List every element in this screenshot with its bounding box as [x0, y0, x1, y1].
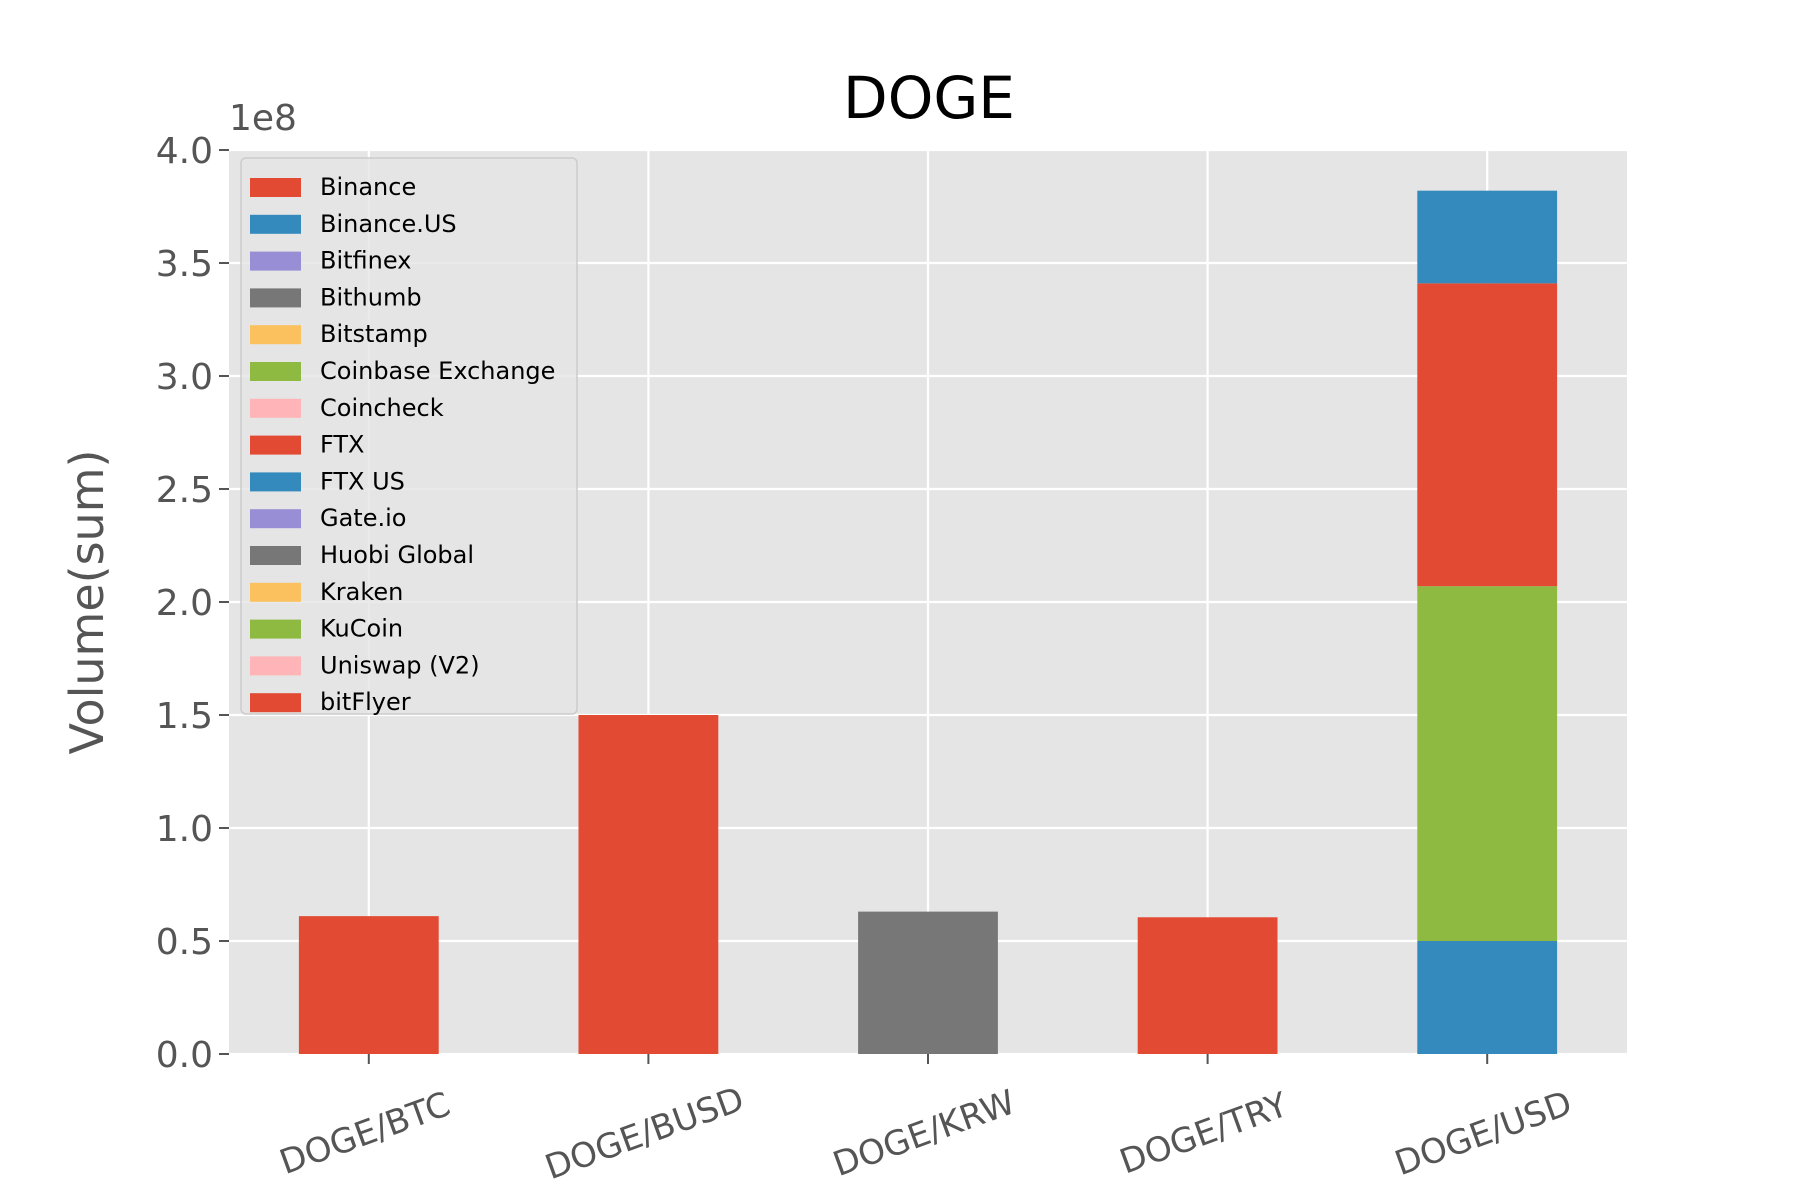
x-tick-label: DOGE/KRW — [828, 1082, 1021, 1185]
x-tick-label: DOGE/USD — [1390, 1083, 1577, 1184]
legend-swatch — [250, 472, 301, 492]
bar-bithumb-doge-krw — [858, 911, 998, 1054]
legend-swatch — [250, 288, 301, 308]
legend-label: Gate.io — [320, 504, 406, 532]
legend-label: FTX US — [320, 467, 405, 495]
x-axis: DOGE/BTC DOGE/BUSD DOGE/KRW DOGE/TRY DOGE/US… — [275, 1054, 1577, 1188]
legend: Binance Binance.US Bitfinex Bithumb Bitstamp… — [240, 157, 578, 716]
y-axis: 0.0 0.5 1.0 1.5 2.0 2.5 3.0 3.5 4.0 — [156, 131, 229, 1076]
legend-item: Kraken — [250, 578, 403, 606]
legend-item: FTX US — [250, 467, 405, 495]
legend-label: Huobi Global — [320, 541, 474, 569]
legend-label: Kraken — [320, 578, 403, 606]
y-tick-label: 2.5 — [156, 470, 213, 511]
chart-title: DOGE — [843, 64, 1015, 132]
bar-binance-doge-busd — [578, 715, 719, 1054]
legend-swatch — [250, 693, 301, 713]
legend-swatch — [250, 546, 301, 565]
bar-ftx-doge-usd — [1417, 283, 1558, 587]
x-tick-label: DOGE/TRY — [1115, 1085, 1294, 1183]
legend-label: Coincheck — [320, 394, 444, 422]
legend-frame — [240, 157, 578, 715]
y-tick-label: 2.0 — [156, 583, 213, 624]
legend-swatch — [250, 398, 301, 418]
legend-item: Bitstamp — [250, 320, 428, 348]
legend-label: Binance — [320, 173, 416, 201]
legend-label: KuCoin — [320, 615, 403, 643]
y-tick-label: 3.0 — [156, 357, 213, 398]
legend-swatch — [250, 178, 301, 197]
legend-item: bitFlyer — [250, 688, 411, 716]
legend-item: Uniswap (V2) — [250, 651, 480, 679]
y-tick-label: 4.0 — [156, 131, 213, 172]
legend-swatch — [250, 619, 301, 639]
legend-label: Uniswap (V2) — [320, 651, 480, 679]
y-tick-label: 3.5 — [156, 244, 213, 285]
legend-item: Gate.io — [250, 504, 406, 532]
legend-item: Coinbase Exchange — [250, 357, 555, 385]
legend-item: Bitfinex — [250, 247, 411, 275]
legend-label: Coinbase Exchange — [320, 357, 555, 385]
legend-swatch — [250, 656, 301, 676]
bar-binance-doge-btc — [298, 916, 439, 1054]
legend-label: Bitfinex — [320, 247, 411, 275]
legend-label: Bitstamp — [320, 320, 428, 348]
legend-item: KuCoin — [250, 615, 403, 643]
legend-item: Huobi Global — [250, 541, 474, 569]
bar-binance-us-doge-usd — [1417, 941, 1558, 1054]
y-tick-label: 1.0 — [156, 809, 213, 850]
legend-swatch — [250, 435, 301, 455]
y-tick-label: 0.5 — [156, 922, 213, 963]
legend-item: Coincheck — [250, 394, 444, 422]
y-tick-label: 1.5 — [156, 696, 213, 737]
y-offset-label: 1e8 — [229, 98, 297, 139]
legend-item: Binance — [250, 173, 416, 201]
legend-label: FTX — [320, 431, 364, 459]
y-axis-label: Volume(sum) — [60, 450, 114, 755]
legend-item: FTX — [250, 431, 364, 459]
legend-item: Binance.US — [250, 210, 457, 238]
y-tick-label: 0.0 — [156, 1035, 213, 1076]
legend-swatch — [250, 251, 301, 271]
legend-label: Binance.US — [320, 210, 457, 238]
legend-swatch — [250, 362, 301, 381]
bar-coinbase-exchange-doge-usd — [1417, 586, 1558, 941]
legend-swatch — [250, 325, 301, 345]
legend-item: Bithumb — [250, 283, 422, 311]
x-tick-label: DOGE/BTC — [275, 1084, 456, 1182]
x-tick-label: DOGE/BUSD — [540, 1079, 749, 1188]
bar-binance-doge-try — [1137, 917, 1278, 1054]
legend-swatch — [250, 582, 301, 602]
bar-ftx-us-doge-usd — [1417, 190, 1558, 284]
legend-label: Bithumb — [320, 283, 422, 311]
legend-label: bitFlyer — [320, 688, 411, 716]
legend-swatch — [250, 214, 301, 234]
bars — [298, 190, 1558, 1054]
legend-swatch — [250, 509, 301, 529]
